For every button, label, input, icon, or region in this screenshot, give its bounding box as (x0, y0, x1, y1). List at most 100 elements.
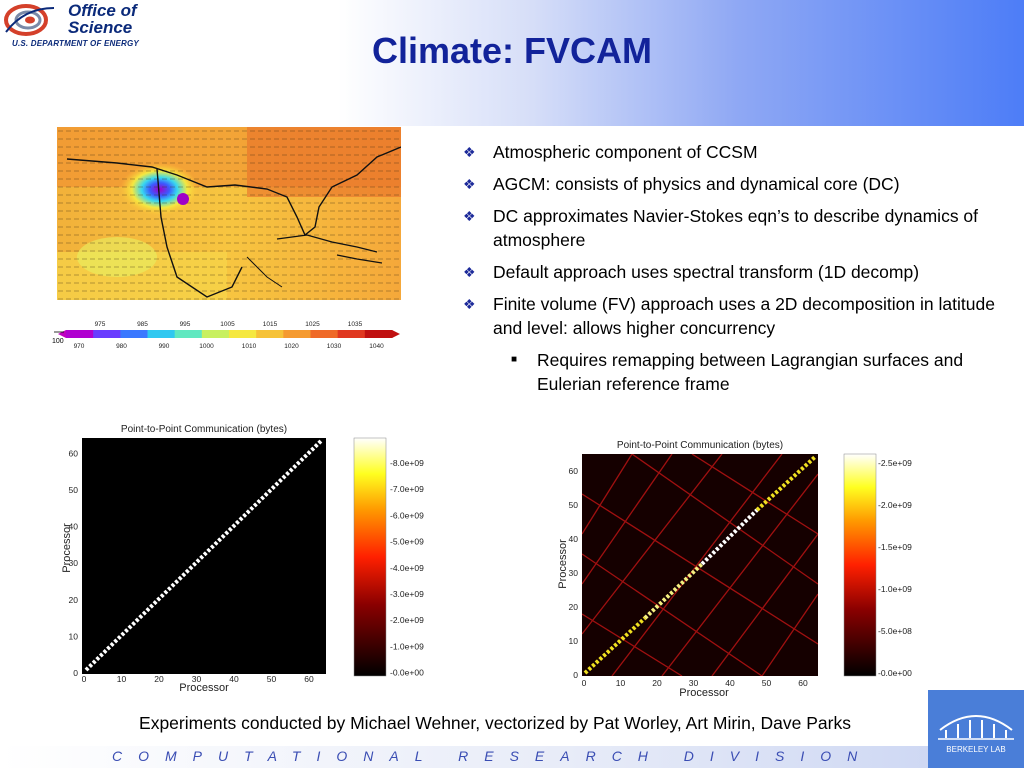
colorbar-top-label: 1025 (305, 321, 320, 328)
plot-right-colorbar-tick: -2.0e+09 (878, 500, 912, 510)
plot-right-colorbar-tick: -2.5e+09 (878, 458, 912, 468)
footer-band (0, 746, 1024, 768)
plot-right-y-tick: 0 (573, 670, 578, 680)
diamond-bullet-icon: ❖ (463, 176, 476, 192)
slide-title: Climate: FVCAM (371, 30, 653, 71)
plot-left-xlabel: Processor (179, 682, 229, 694)
bullet-item: ❖ Atmospheric component of CCSM (463, 140, 1013, 164)
plot-left-colorbar-tick: -1.0e+09 (390, 641, 424, 651)
colorbar-bottom-label: 970 (74, 343, 85, 350)
plot-left-y-tick: 30 (69, 558, 79, 568)
plot-right-y-tick: 30 (569, 568, 579, 578)
plot-left-y-tick: 40 (69, 522, 79, 532)
plot-left-colorbar-tick: -7.0e+09 (390, 484, 424, 494)
plot-right-colorbar-tick: -1.5e+09 (878, 542, 912, 552)
arrow-scale-label: 100 (52, 338, 64, 345)
bullet-item: ❖ Finite volume (FV) approach uses a 2D d… (463, 292, 1013, 340)
bullet-text: Finite volume (FV) approach uses a 2D de… (493, 294, 995, 338)
colorbar-swatch (229, 330, 257, 338)
plot-left-colorbar (353, 437, 387, 677)
caption: Experiments conducted by Michael Wehner,… (139, 713, 851, 733)
plot-right-y-tick: 50 (569, 500, 579, 510)
colorbar-swatch (93, 330, 121, 338)
colorbar-bottom-label: 1000 (199, 343, 214, 350)
plot-left-colorbar-tick: -6.0e+09 (390, 510, 424, 520)
diamond-bullet-icon: ❖ (463, 264, 476, 280)
plot-right-title: Point-to-Point Communication (bytes) (617, 440, 783, 451)
plot-right-xlabel: Processor (679, 687, 729, 699)
plot-left-y-tick: 50 (69, 485, 79, 495)
plot-right-x-tick: 40 (725, 678, 735, 688)
colorbar-top-label: 1005 (220, 321, 235, 328)
plot-left-x-tick: 20 (154, 674, 164, 684)
plot-right-y-tick: 40 (569, 534, 579, 544)
berkeley-lab-logo: BERKELEY LAB (928, 690, 1024, 768)
plot-right-colorbar (843, 453, 877, 677)
logo-line1: Office of (68, 1, 137, 20)
colorbar-top-label: 1015 (263, 321, 278, 328)
colorbar-bottom-label: 980 (116, 343, 127, 350)
colorbar-top-label: 995 (180, 321, 191, 328)
colorbar-top-label: 1035 (348, 321, 363, 328)
colorbar-bottom-label: 1020 (284, 343, 299, 350)
colorbar-bottom-label: 1040 (369, 343, 384, 350)
comm-plot-left: Point-to-Point Communication (bytes) 0 10… (61, 424, 424, 694)
colorbar-swatch (310, 330, 339, 338)
sub-bullet-text: Requires remapping between Lagrangian su… (537, 350, 964, 394)
plot-left-ylabel: Processor (61, 523, 73, 573)
colorbar-swatch (147, 330, 176, 338)
doe-swirl-icon (4, 4, 55, 36)
bullet-text: Default approach uses spectral transform… (493, 262, 920, 282)
square-bullet-icon: ■ (511, 354, 518, 365)
plot-right-y-tick: 20 (569, 602, 579, 612)
bullet-text: AGCM: consists of physics and dynamical … (493, 174, 900, 194)
bullet-text: DC approximates Navier-Stokes eqn’s to d… (493, 206, 979, 250)
colorbar-top-label: 985 (137, 321, 148, 328)
plot-left-colorbar-tick: -2.0e+09 (390, 615, 424, 625)
plot-right-ylabel: Processor (557, 539, 569, 589)
plot-right-x-tick: 10 (616, 678, 626, 688)
colorbar-swatch (283, 330, 311, 338)
bullet-item: ❖ DC approximates Navier-Stokes eqn’s to … (463, 204, 1013, 252)
hurricane-pressure-map (57, 127, 401, 300)
plot-right-x-tick: 50 (762, 678, 772, 688)
colorbar-swatch (337, 330, 366, 338)
plot-right-colorbar-tick: -1.0e+09 (878, 584, 912, 594)
plot-right-x-tick: 20 (652, 678, 662, 688)
header-band (0, 0, 1024, 126)
comm-plot-right: Point-to-Point Communication (bytes) 0 10… (557, 440, 912, 699)
diamond-bullet-icon: ❖ (463, 296, 476, 312)
colorbar-swatch (201, 330, 230, 338)
bullet-text: Atmospheric component of CCSM (493, 142, 758, 162)
plot-left-title: Point-to-Point Communication (bytes) (121, 424, 287, 435)
logo-subtitle: U.S. DEPARTMENT OF ENERGY (12, 39, 139, 48)
plot-left-x-tick: 40 (229, 674, 239, 684)
colorbar-swatch (66, 330, 94, 338)
colorbar-swatch (256, 330, 284, 338)
bullet-item: ❖ Default approach uses spectral transfor… (463, 260, 1013, 284)
plot-right-y-tick: 10 (569, 636, 579, 646)
plot-left-y-tick: 10 (69, 631, 79, 641)
plot-left-x-tick: 0 (82, 674, 87, 684)
plot-left-x-tick: 50 (267, 674, 277, 684)
plot-left-colorbar-tick: -8.0e+09 (390, 458, 424, 468)
colorbar-swatch (120, 330, 148, 338)
colorbar-bottom-label: 1030 (327, 343, 342, 350)
bullet-list: ❖ Atmospheric component of CCSM ❖ AGCM: co… (463, 140, 1013, 396)
plot-right-y-tick: 60 (569, 466, 579, 476)
logo-line2: Science (68, 18, 133, 37)
colorbar-bottom-label: 1010 (242, 343, 257, 350)
plot-right-x-tick: 60 (798, 678, 808, 688)
plot-left-colorbar-tick: -3.0e+09 (390, 589, 424, 599)
berkeley-lab-label: BERKELEY LAB (946, 745, 1005, 754)
plot-left-y-tick: 20 (69, 595, 79, 605)
plot-left-x-tick: 10 (117, 674, 127, 684)
diamond-bullet-icon: ❖ (463, 144, 476, 160)
plot-left-y-tick: 60 (69, 448, 79, 458)
office-of-science-logo: Office of Science U.S. DEPARTMENT OF ENE… (4, 2, 154, 50)
colorbar-swatch (174, 330, 203, 338)
plot-left-x-tick: 60 (304, 674, 314, 684)
colorbar-top-label: 975 (95, 321, 106, 328)
sub-bullet-item: ■ Requires remapping between Lagrangian s… (463, 348, 1013, 396)
pressure-colorbar: 975 985 995 1005 1015 1025 1035 970 980 990 1000 1… (52, 321, 400, 350)
